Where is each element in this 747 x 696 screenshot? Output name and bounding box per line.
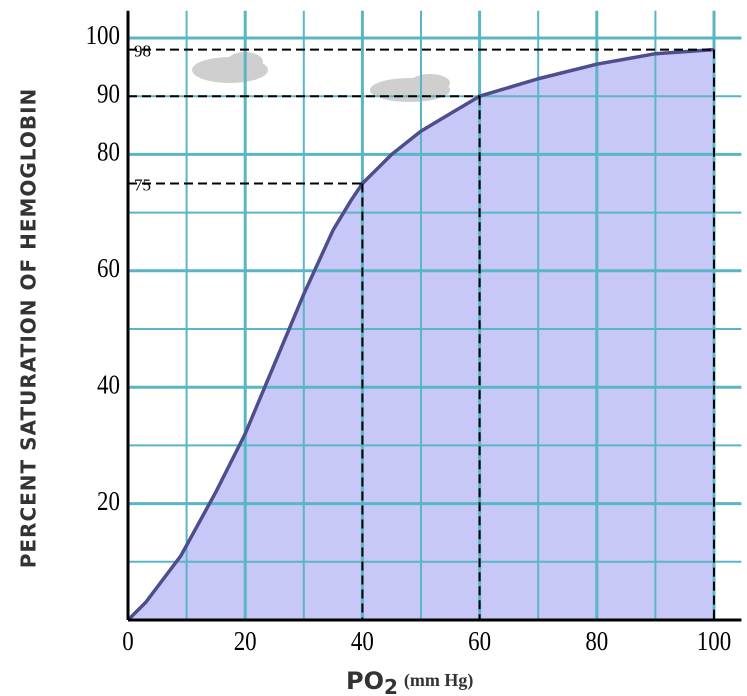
x-tick-label: 0	[122, 628, 133, 657]
x-tick-label: 60	[468, 628, 491, 657]
x-title-sub: 2	[384, 675, 398, 696]
x-title-main: PO	[346, 667, 384, 695]
curve	[126, 47, 715, 622]
x-tick-label: 20	[234, 628, 257, 657]
x-tick-label: 100	[697, 628, 731, 657]
y-tick-label: 80	[97, 138, 120, 167]
x-title-unit: (mm Hg)	[404, 670, 473, 691]
y-axis-title: Percent Saturation of Hemoglobin	[17, 88, 41, 569]
y-tick-label: 40	[97, 371, 120, 400]
x-tick-label: 40	[351, 628, 374, 657]
y-tick-label: 20	[97, 487, 120, 516]
annotation-label: 75	[134, 175, 151, 194]
x-axis-title: PO2 (mm Hg)	[346, 667, 473, 696]
y-tick-label: 90	[97, 80, 120, 109]
y-tick-label: 60	[97, 254, 120, 283]
y-tick-label: 100	[86, 22, 120, 51]
x-tick-label: 80	[585, 628, 608, 657]
annotation-label: 98	[134, 42, 151, 61]
clouds	[192, 52, 450, 102]
